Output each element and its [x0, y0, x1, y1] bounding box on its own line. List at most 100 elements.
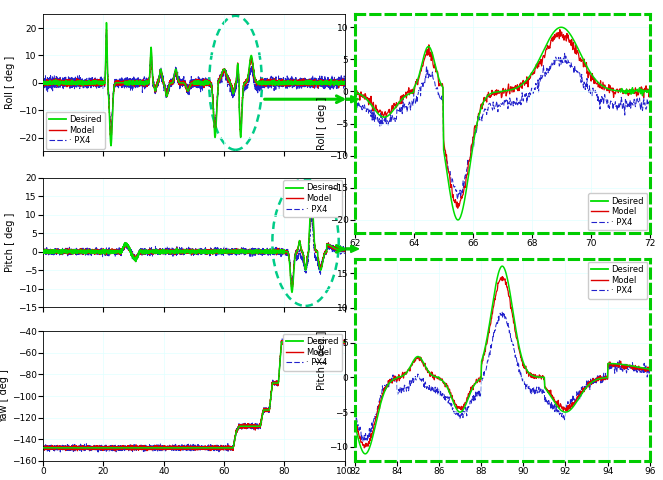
Model: [111, 448, 119, 454]
$\cdot$ PX4: [220, 67, 228, 72]
Legend: Desired, Model, · PX4: Desired, Model, · PX4: [588, 262, 647, 299]
$\cdot$ PX4: [94, 83, 102, 88]
Desired: [235, 110, 243, 116]
Model: [593, 79, 601, 85]
$\cdot$ PX4: [351, 110, 359, 116]
$\cdot$ PX4: [287, 339, 295, 345]
$\cdot$ PX4: [424, 384, 432, 390]
$\cdot$ PX4: [39, 248, 47, 253]
Model: [265, 81, 272, 86]
Desired: [593, 79, 601, 85]
$\cdot$ PX4: [434, 389, 442, 395]
$\cdot$ PX4: [154, 79, 162, 85]
$\cdot$ PX4: [453, 196, 461, 202]
Line: $\cdot$ PX4: $\cdot$ PX4: [355, 312, 650, 442]
$\cdot$ PX4: [300, 335, 308, 341]
Model: [94, 248, 102, 254]
Model: [493, 91, 501, 97]
Model: [235, 424, 243, 430]
Model: [640, 95, 648, 100]
Legend: Desired, Model, · PX4: Desired, Model, · PX4: [588, 193, 647, 230]
Line: Model: Model: [355, 30, 650, 208]
Desired: [278, 339, 286, 345]
Desired: [581, 386, 589, 392]
Model: [341, 80, 349, 86]
Desired: [39, 80, 47, 85]
$\cdot$ PX4: [341, 250, 349, 256]
$\cdot$ PX4: [94, 449, 102, 455]
Model: [154, 79, 162, 84]
$\cdot$ PX4: [107, 134, 115, 140]
Line: Desired: Desired: [43, 23, 345, 146]
Desired: [493, 89, 501, 95]
Desired: [351, 90, 359, 96]
Desired: [287, 81, 295, 86]
$\cdot$ PX4: [640, 94, 648, 100]
Desired: [107, 143, 115, 149]
Desired: [424, 367, 432, 373]
Y-axis label: Roll [ deg ]: Roll [ deg ]: [317, 97, 327, 150]
$\cdot$ PX4: [351, 414, 359, 420]
$\cdot$ PX4: [617, 367, 625, 373]
Desired: [646, 366, 654, 372]
Desired: [103, 20, 111, 25]
Model: [351, 420, 359, 426]
$\cdot$ PX4: [308, 214, 316, 220]
Desired: [220, 445, 228, 451]
$\cdot$ PX4: [220, 250, 228, 256]
Desired: [546, 391, 554, 397]
Model: [646, 367, 654, 372]
Model: [235, 105, 243, 111]
Model: [94, 446, 102, 452]
Line: Desired: Desired: [43, 342, 345, 448]
Model: [499, 274, 507, 280]
Desired: [640, 90, 648, 96]
Desired: [94, 79, 102, 85]
$\cdot$ PX4: [493, 103, 501, 108]
$\cdot$ PX4: [235, 423, 243, 429]
Desired: [154, 78, 162, 84]
$\cdot$ PX4: [288, 283, 296, 289]
$\cdot$ PX4: [264, 250, 272, 255]
Model: [556, 27, 564, 33]
Model: [298, 336, 306, 342]
$\cdot$ PX4: [94, 444, 102, 449]
$\cdot$ PX4: [341, 79, 349, 85]
Desired: [264, 407, 272, 413]
Line: Desired: Desired: [355, 27, 650, 220]
Model: [220, 444, 228, 450]
Model: [264, 250, 272, 256]
Desired: [434, 374, 442, 380]
$\cdot$ PX4: [359, 439, 367, 444]
Model: [39, 79, 47, 84]
Model: [154, 248, 162, 254]
Desired: [235, 250, 243, 255]
Model: [341, 249, 349, 254]
Model: [103, 26, 111, 32]
Desired: [264, 250, 272, 256]
Desired: [646, 90, 654, 96]
$\cdot$ PX4: [445, 397, 453, 403]
Line: Model: Model: [355, 277, 650, 448]
Desired: [511, 85, 519, 91]
Model: [154, 446, 162, 452]
Model: [220, 69, 228, 74]
Model: [434, 374, 442, 380]
Model: [527, 72, 535, 77]
Desired: [265, 80, 272, 86]
Desired: [94, 248, 102, 254]
Desired: [220, 249, 228, 255]
Y-axis label: Pitch [ deg ]: Pitch [ deg ]: [317, 330, 327, 390]
$\cdot$ PX4: [561, 50, 569, 56]
$\cdot$ PX4: [511, 98, 519, 104]
$\cdot$ PX4: [546, 402, 554, 408]
$\cdot$ PX4: [235, 249, 243, 255]
$\cdot$ PX4: [235, 108, 243, 113]
Desired: [491, 89, 499, 95]
$\cdot$ PX4: [265, 78, 272, 84]
$\cdot$ PX4: [103, 29, 111, 35]
Line: $\cdot$ PX4: $\cdot$ PX4: [43, 32, 345, 137]
Legend: Desired, Model, · PX4: Desired, Model, · PX4: [46, 112, 105, 149]
$\cdot$ PX4: [646, 105, 654, 110]
Desired: [39, 248, 47, 253]
